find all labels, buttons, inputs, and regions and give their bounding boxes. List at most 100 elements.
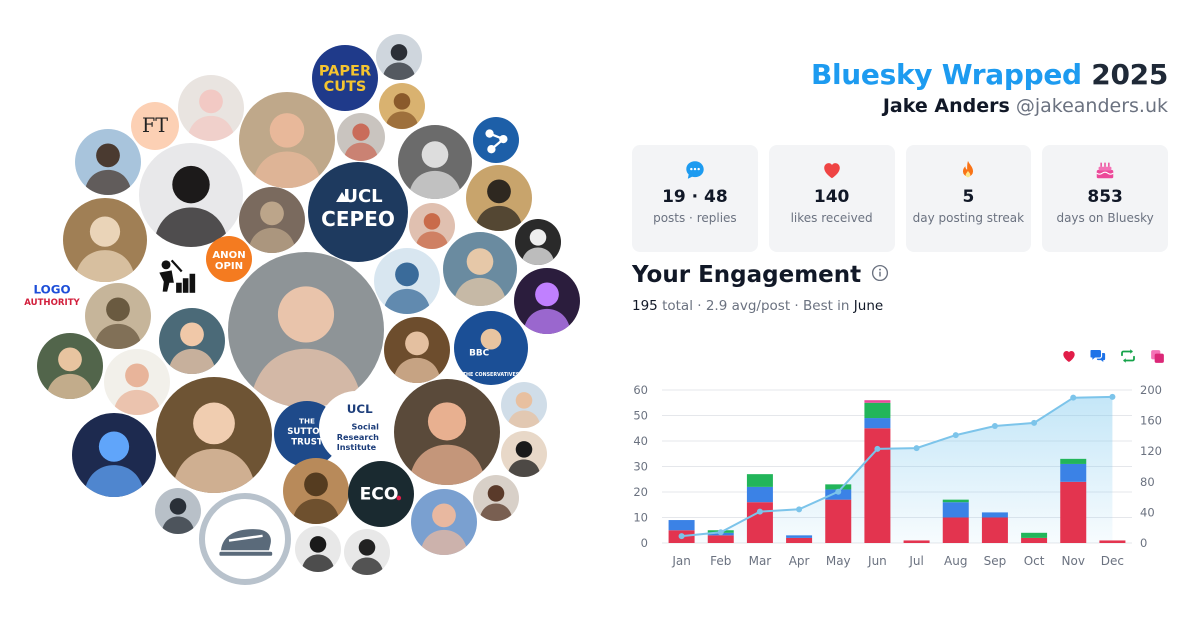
paper-logo-text: PAPER xyxy=(319,63,371,79)
stats-row: 19 · 48 posts · replies 140 likes receiv… xyxy=(632,145,1168,252)
ucl-dome-icon xyxy=(336,192,348,202)
avatar[interactable] xyxy=(63,198,147,282)
share-logo-avatar[interactable] xyxy=(473,117,519,163)
avatar[interactable] xyxy=(72,413,156,497)
bar-segment-0[interactable] xyxy=(746,502,773,543)
bar-segment-0[interactable] xyxy=(903,540,930,543)
avatar[interactable] xyxy=(409,203,455,249)
cumulative-point[interactable] xyxy=(756,508,763,515)
avatar[interactable] xyxy=(411,489,477,555)
bar-segment-0[interactable] xyxy=(864,428,891,543)
anon-logo-text: ANON xyxy=(212,250,245,261)
reply-icon[interactable] xyxy=(1089,347,1107,365)
bar-segment-2[interactable] xyxy=(864,402,891,419)
avatar[interactable] xyxy=(443,232,517,306)
cumulative-point[interactable] xyxy=(1070,394,1077,401)
avatar[interactable] xyxy=(85,283,151,349)
bar-segment-1[interactable] xyxy=(981,512,1008,518)
repost-icon[interactable] xyxy=(1119,347,1137,365)
cumulative-point[interactable] xyxy=(678,533,685,540)
bar-segment-2[interactable] xyxy=(746,474,773,487)
avatar[interactable] xyxy=(501,382,547,428)
bar-segment-2[interactable] xyxy=(1021,532,1048,538)
bar-segment-0[interactable] xyxy=(1060,481,1087,543)
chat-bubble-icon xyxy=(632,159,758,181)
cumulative-point[interactable] xyxy=(1031,419,1038,426)
cumulative-point[interactable] xyxy=(952,432,959,439)
avatar[interactable] xyxy=(515,219,561,265)
avatar[interactable] xyxy=(376,34,422,80)
avatar[interactable] xyxy=(75,129,141,195)
avatar[interactable] xyxy=(159,308,225,374)
cumulative-point[interactable] xyxy=(874,445,881,452)
bar-segment-0[interactable] xyxy=(786,537,813,543)
anon-opin-avatar[interactable]: ANON OPIN xyxy=(206,236,252,282)
avatar[interactable] xyxy=(374,248,440,314)
logo-authority-avatar[interactable]: LOGO AUTHORITY xyxy=(19,263,85,329)
bar-segment-1[interactable] xyxy=(668,520,695,531)
avatar[interactable] xyxy=(384,317,450,383)
avatar[interactable] xyxy=(466,165,532,231)
avatar[interactable] xyxy=(514,268,580,334)
bar-segment-0[interactable] xyxy=(707,535,734,543)
avatar[interactable] xyxy=(337,113,385,161)
bar-segment-3[interactable] xyxy=(864,400,891,403)
avatar[interactable] xyxy=(239,187,305,253)
bar-segment-0[interactable] xyxy=(981,517,1008,544)
bar-segment-2[interactable] xyxy=(1060,458,1087,464)
avatar[interactable] xyxy=(344,529,390,575)
avatar[interactable] xyxy=(37,333,103,399)
avatar[interactable] xyxy=(394,379,500,485)
avatar[interactable] xyxy=(295,526,341,572)
cumulative-point[interactable] xyxy=(796,506,803,513)
avatar[interactable] xyxy=(228,252,384,408)
avatar[interactable] xyxy=(156,377,272,493)
avatar[interactable] xyxy=(155,488,201,534)
ucl-cepeo-avatar[interactable]: UCL CEPEO xyxy=(308,162,408,262)
bar-segment-2[interactable] xyxy=(825,484,852,490)
avatar[interactable] xyxy=(379,83,425,129)
cumulative-point[interactable] xyxy=(913,445,920,452)
social-research-institute-avatar[interactable]: UCL Social Research Institute xyxy=(319,391,393,465)
page-title: Bluesky Wrapped 2025 xyxy=(811,58,1168,91)
avatar[interactable] xyxy=(104,349,170,415)
bar-segment-0[interactable] xyxy=(1021,537,1048,543)
cumulative-point[interactable] xyxy=(991,422,998,429)
avatar[interactable] xyxy=(283,458,349,524)
miner-logo-avatar[interactable] xyxy=(147,248,203,304)
cumulative-point[interactable] xyxy=(1109,393,1116,400)
sri-logo-text: Research xyxy=(337,432,379,442)
bar-segment-1[interactable] xyxy=(942,502,969,518)
bar-segment-1[interactable] xyxy=(1060,463,1087,482)
eco-avatar[interactable]: ECO xyxy=(348,461,414,527)
bar-segment-1[interactable] xyxy=(746,486,773,503)
avatar[interactable] xyxy=(178,75,244,141)
avatar[interactable] xyxy=(239,92,335,188)
bar-segment-0[interactable] xyxy=(1099,540,1126,543)
avatar-body xyxy=(168,348,216,374)
cumulative-point[interactable] xyxy=(717,529,724,536)
train-logo-avatar[interactable] xyxy=(199,493,291,585)
avatar-face xyxy=(58,347,82,372)
ft-logo-avatar[interactable]: FT xyxy=(131,102,179,150)
avatar-body xyxy=(415,231,449,249)
bar-segment-0[interactable] xyxy=(825,499,852,543)
quote-icon[interactable] xyxy=(1149,348,1166,365)
avatar[interactable] xyxy=(473,475,519,521)
cumulative-point[interactable] xyxy=(835,488,842,495)
bbc-avatar[interactable]: BBC THE CONSERVATIVES xyxy=(454,311,528,385)
bar-segment-1[interactable] xyxy=(864,418,891,429)
avatar-face xyxy=(421,141,449,168)
info-icon[interactable] xyxy=(871,262,889,288)
bar-segment-1[interactable] xyxy=(786,535,813,538)
avatar[interactable] xyxy=(501,431,547,477)
bar-segment-0[interactable] xyxy=(942,517,969,544)
sri-logo-text: Social xyxy=(352,421,380,431)
heart-icon[interactable] xyxy=(1061,348,1077,364)
avatar[interactable] xyxy=(139,143,243,247)
bar-segment-2[interactable] xyxy=(942,499,969,503)
stat-value: 19 · 48 xyxy=(662,187,728,207)
paper-cuts-avatar[interactable]: PAPER CUTS xyxy=(312,45,378,111)
avatar-face xyxy=(515,392,533,409)
avatar[interactable] xyxy=(398,125,472,199)
